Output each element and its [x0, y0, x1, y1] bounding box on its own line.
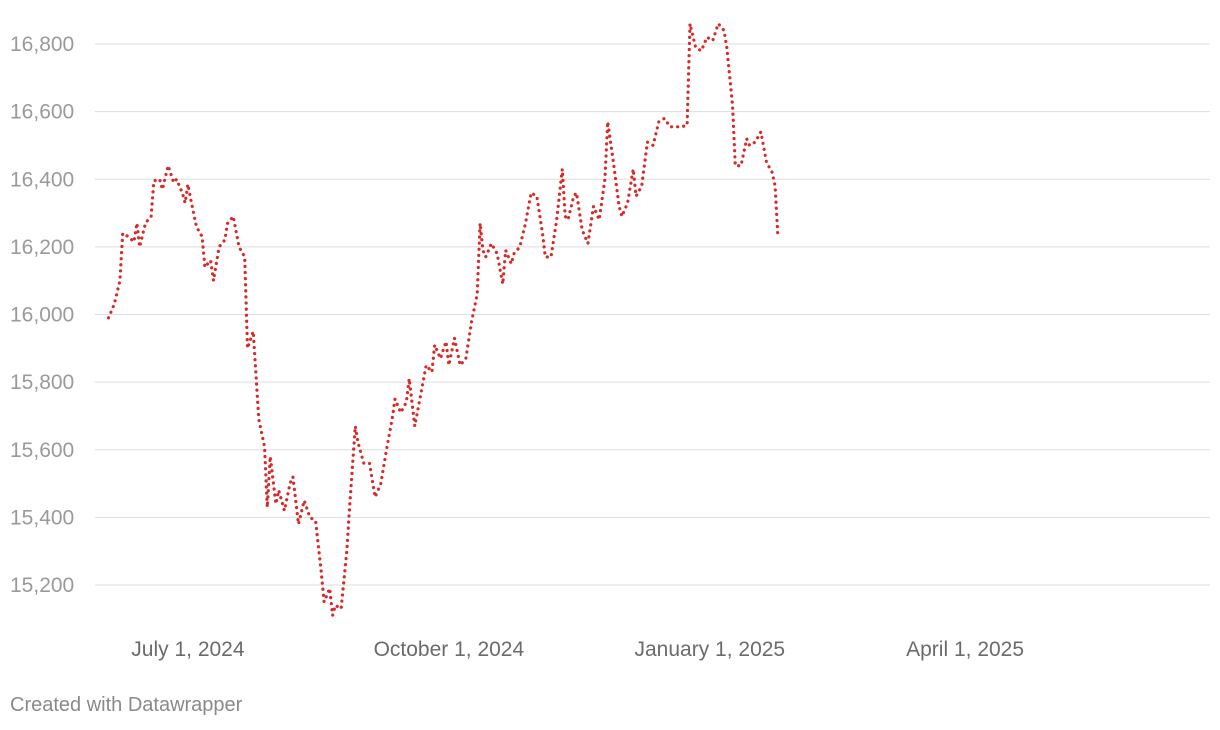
y-tick-label: 16,800	[10, 33, 74, 56]
x-tick-label: January 1, 2025	[635, 638, 786, 661]
y-tick-label: 16,000	[10, 304, 74, 327]
x-axis-ticks: July 1, 2024 October 1, 2024 January 1, 20…	[131, 638, 1024, 661]
x-tick-label: October 1, 2024	[374, 638, 525, 661]
line-chart: 15,200 15,400 15,600 15,800 16,000 16,200 16,4…	[10, 22, 1210, 661]
y-tick-label: 16,600	[10, 101, 74, 124]
y-tick-label: 16,200	[10, 236, 74, 259]
y-tick-label: 15,800	[10, 371, 74, 394]
credit-text: Created with Datawrapper	[10, 694, 243, 716]
series-line	[106, 22, 780, 617]
x-tick-label: July 1, 2024	[131, 638, 245, 661]
y-axis-ticks: 15,200 15,400 15,600 15,800 16,000 16,200 16,4…	[10, 33, 74, 597]
y-tick-label: 16,400	[10, 168, 74, 191]
series-layer	[106, 22, 780, 617]
y-tick-label: 15,400	[10, 506, 74, 529]
x-tick-label: April 1, 2025	[906, 638, 1024, 661]
y-tick-label: 15,200	[10, 574, 74, 597]
gridlines	[95, 43, 1210, 586]
y-tick-label: 15,600	[10, 439, 74, 462]
